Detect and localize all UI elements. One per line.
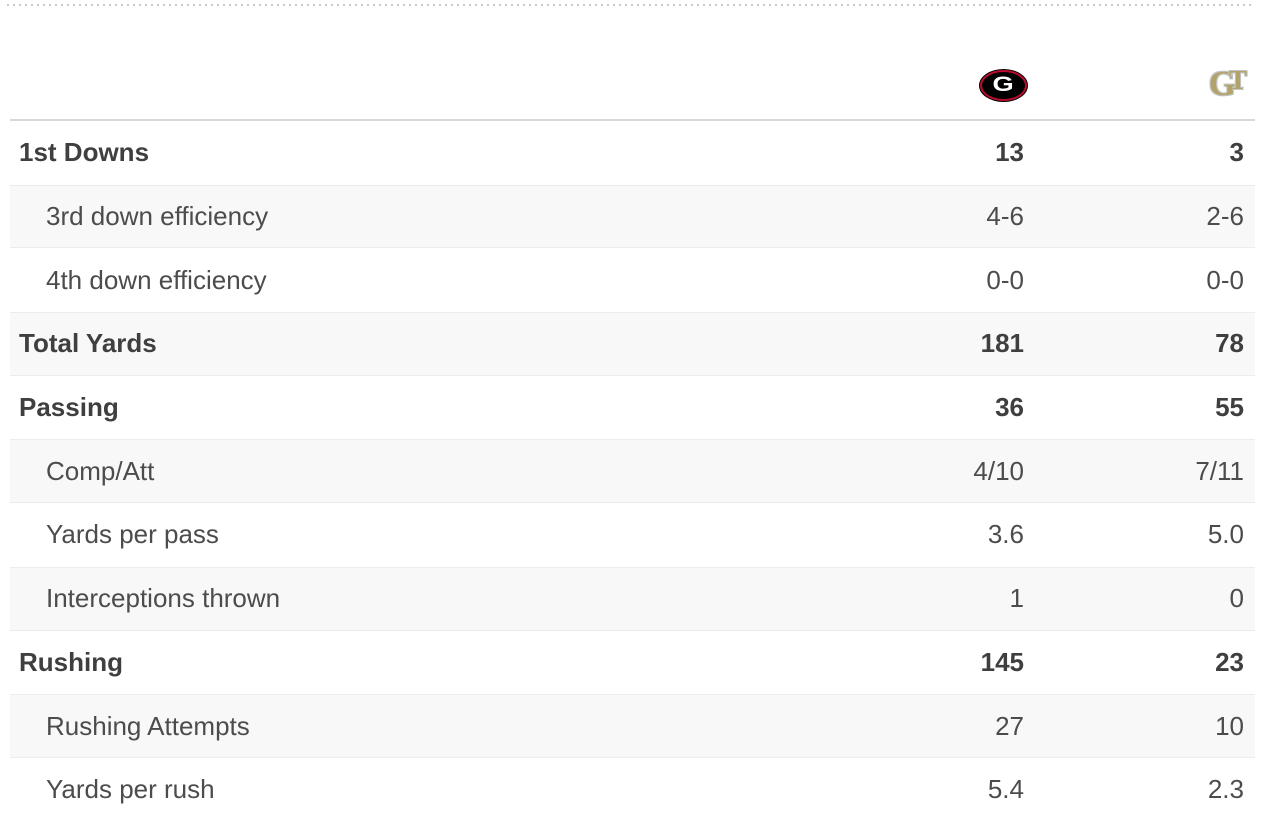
- georgia-tech-logo-letter-g: G: [1208, 64, 1236, 103]
- stat-label: Comp/Att: [46, 455, 155, 486]
- team-column-georgia-tech: G T: [1035, 66, 1255, 101]
- stat-value-georgia: 145: [980, 646, 1024, 677]
- stat-row: Yards per pass 3.6 5.0: [10, 503, 1255, 567]
- stat-value-georgia-tech: 0-0: [1206, 264, 1244, 295]
- team-column-georgia: G: [815, 70, 1035, 101]
- team-stats-panel: G G T 1st Downs 13 3 3rd down efficiency…: [0, 4, 1280, 815]
- stat-value-georgia: 5.4: [987, 774, 1024, 805]
- stat-value-georgia-tech: 55: [1215, 392, 1244, 423]
- stat-row: Passing 36 55: [10, 376, 1255, 440]
- stat-value-georgia: 3.6: [987, 519, 1024, 550]
- stat-value-georgia-tech: 10: [1215, 710, 1244, 741]
- stat-label: Yards per pass: [46, 519, 219, 550]
- stat-label: Passing: [19, 392, 119, 423]
- team-stats-table: G G T 1st Downs 13 3 3rd down efficiency…: [10, 6, 1255, 815]
- stat-row: Rushing Attempts 27 10: [10, 694, 1255, 758]
- stat-label: Interceptions thrown: [46, 583, 281, 614]
- stat-label: Yards per rush: [46, 774, 215, 805]
- stat-value-georgia: 4/10: [973, 455, 1024, 486]
- stat-label: Total Yards: [19, 328, 157, 359]
- stat-value-georgia: 13: [995, 137, 1024, 168]
- georgia-logo-letter: G: [992, 73, 1015, 96]
- stat-row: Total Yards 181 78: [10, 312, 1255, 376]
- stat-value-georgia-tech: 5.0: [1207, 519, 1244, 550]
- stat-value-georgia: 0-0: [986, 264, 1024, 295]
- stat-value-georgia-tech: 78: [1215, 328, 1244, 359]
- stat-label: Rushing Attempts: [46, 710, 250, 741]
- stat-value-georgia-tech: 2-6: [1206, 201, 1244, 232]
- stat-row: 4th down efficiency 0-0 0-0: [10, 248, 1255, 312]
- dotted-section-divider: [7, 4, 1251, 6]
- stat-row: 1st Downs 13 3: [10, 121, 1255, 185]
- stat-value-georgia: 1: [1009, 583, 1024, 614]
- stat-value-georgia: 27: [995, 710, 1024, 741]
- stats-rows: 1st Downs 13 3 3rd down efficiency 4-6 2…: [10, 121, 1255, 815]
- stat-label: Rushing: [19, 646, 123, 677]
- stat-label: 4th down efficiency: [46, 264, 267, 295]
- stat-value-georgia-tech: 23: [1215, 646, 1244, 677]
- georgia-bulldogs-logo: G: [980, 70, 1027, 101]
- stat-value-georgia: 36: [995, 392, 1024, 423]
- stat-row: Comp/Att 4/10 7/11: [10, 439, 1255, 504]
- georgia-tech-logo-letter-t: T: [1228, 65, 1247, 95]
- stat-value-georgia: 4-6: [986, 201, 1024, 232]
- stat-value-georgia: 181: [980, 328, 1024, 359]
- stat-row: Rushing 145 23: [10, 631, 1255, 695]
- stat-value-georgia-tech: 2.3: [1207, 774, 1244, 805]
- stat-row: 3rd down efficiency 4-6 2-6: [10, 184, 1255, 249]
- stat-row: Yards per rush 5.4 2.3: [10, 758, 1255, 815]
- stat-label: 3rd down efficiency: [46, 201, 269, 232]
- stat-label: 1st Downs: [19, 137, 150, 168]
- georgia-tech-logo: G T: [1209, 66, 1247, 101]
- team-stats-header: G G T: [10, 6, 1255, 121]
- stat-row: Interceptions thrown 1 0: [10, 566, 1255, 631]
- stat-value-georgia-tech: 3: [1229, 137, 1244, 168]
- stat-value-georgia-tech: 7/11: [1195, 455, 1244, 486]
- stat-value-georgia-tech: 0: [1229, 583, 1244, 614]
